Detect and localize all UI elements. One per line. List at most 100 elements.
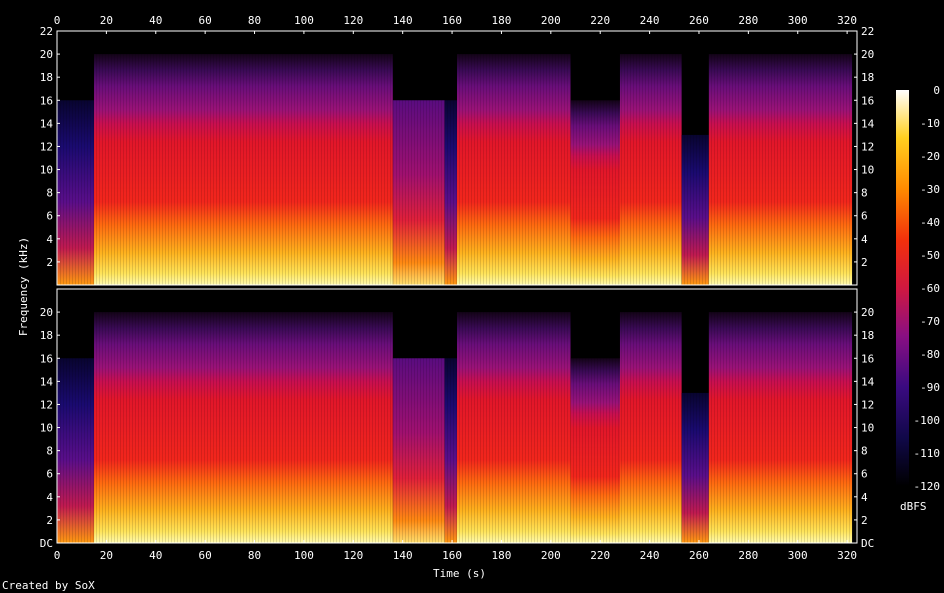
segment-texture xyxy=(619,312,682,543)
y-tick-label-right: 12 xyxy=(861,140,874,153)
colorbar-gradient xyxy=(896,90,909,486)
y-tick-label: 2 xyxy=(46,256,53,269)
colorbar-tick-label: -40 xyxy=(920,216,940,229)
x-tick-label: 200 xyxy=(541,549,561,562)
y-tick-label-right: 4 xyxy=(861,233,868,246)
y-tick-label-right: 6 xyxy=(861,210,868,223)
segment-texture xyxy=(444,100,457,285)
segment-texture xyxy=(681,134,709,285)
y-tick-label-right: 16 xyxy=(861,94,874,107)
y-tick-label-right: 14 xyxy=(861,375,875,388)
y-tick-label-right: 14 xyxy=(861,117,875,130)
y-tick-label: 18 xyxy=(40,329,53,342)
x-tick-label: 20 xyxy=(100,549,113,562)
x-tick-label-top: 140 xyxy=(393,14,413,27)
x-tick-label: 220 xyxy=(590,549,610,562)
segment-texture xyxy=(219,312,393,543)
x-tick-label: 140 xyxy=(393,549,413,562)
y-tick-label: 14 xyxy=(40,375,54,388)
colorbar-tick-label: -60 xyxy=(920,282,940,295)
y-tick-label: 4 xyxy=(46,491,53,504)
y-tick-label: 8 xyxy=(46,187,53,200)
x-tick-label: 180 xyxy=(492,549,512,562)
segment-texture xyxy=(570,358,620,543)
segment-texture xyxy=(392,358,445,543)
segment-texture xyxy=(94,312,220,543)
y-tick-label: 20 xyxy=(40,306,53,319)
x-tick-label-top: 280 xyxy=(738,14,758,27)
colorbar-tick-label: -80 xyxy=(920,348,940,361)
x-tick-label-top: 80 xyxy=(248,14,261,27)
colorbar-tick-label: -100 xyxy=(914,414,941,427)
y-tick-label-right: 18 xyxy=(861,329,874,342)
segment-texture xyxy=(619,54,682,285)
segment-texture xyxy=(94,54,220,285)
y-tick-label-right: 2 xyxy=(861,256,868,269)
x-tick-label: 60 xyxy=(199,549,212,562)
segment-texture xyxy=(57,100,95,285)
y-tick-label-right: 20 xyxy=(861,48,874,61)
x-tick-label: 80 xyxy=(248,549,261,562)
colorbar-tick-label: -30 xyxy=(920,183,940,196)
x-tick-label-top: 320 xyxy=(837,14,857,27)
y-tick-label-right: 22 xyxy=(861,25,874,38)
y-tick-label: 16 xyxy=(40,94,53,107)
y-tick-label: 18 xyxy=(40,71,53,84)
x-tick-label: 100 xyxy=(294,549,314,562)
y-tick-label: 6 xyxy=(46,210,53,223)
x-tick-label: 260 xyxy=(689,549,709,562)
y-tick-label-right: 10 xyxy=(861,164,874,177)
y-tick-label: 6 xyxy=(46,468,53,481)
credit-text: Created by SoX xyxy=(2,579,95,592)
segment-texture xyxy=(457,312,571,543)
x-tick-label-top: 200 xyxy=(541,14,561,27)
segment-texture xyxy=(392,100,445,285)
colorbar-tick-label: 0 xyxy=(933,84,940,97)
x-tick-label-top: 20 xyxy=(100,14,113,27)
y-tick-label: 12 xyxy=(40,140,53,153)
x-tick-label-top: 40 xyxy=(149,14,162,27)
x-tick-label-top: 60 xyxy=(199,14,212,27)
x-tick-label: 0 xyxy=(54,549,61,562)
segment-texture xyxy=(219,54,393,285)
plot-frame xyxy=(56,288,858,544)
x-tick-label-top: 120 xyxy=(343,14,363,27)
y-tick-label: 20 xyxy=(40,48,53,61)
colorbar xyxy=(896,90,909,486)
y-tick-label: 14 xyxy=(40,117,54,130)
x-tick-label: 280 xyxy=(738,549,758,562)
y-tick-label-right: 18 xyxy=(861,71,874,84)
y-tick-label-right: 16 xyxy=(861,352,874,365)
x-tick-label-top: 260 xyxy=(689,14,709,27)
y-tick-label-right: 4 xyxy=(861,491,868,504)
y-tick-label-right: 20 xyxy=(861,306,874,319)
segment-texture xyxy=(457,54,571,285)
colorbar-tick-label: -110 xyxy=(914,447,941,460)
y-tick-label-right: 2 xyxy=(861,514,868,527)
segment-texture xyxy=(570,100,620,285)
y-tick-label: 8 xyxy=(46,445,53,458)
y-tick-label: 16 xyxy=(40,352,53,365)
x-tick-label-top: 0 xyxy=(54,14,61,27)
channel-1-spectrogram xyxy=(57,31,857,285)
x-tick-label-top: 220 xyxy=(590,14,610,27)
colorbar-tick-label: -120 xyxy=(914,480,941,493)
x-tick-label-top: 300 xyxy=(788,14,808,27)
colorbar-tick-label: -70 xyxy=(920,315,940,328)
colorbar-tick-label: -20 xyxy=(920,150,940,163)
y-tick-label: DC xyxy=(40,537,53,550)
y-tick-label: 22 xyxy=(40,25,53,38)
x-tick-label: 160 xyxy=(442,549,462,562)
x-tick-label-top: 180 xyxy=(492,14,512,27)
x-tick-label-top: 100 xyxy=(294,14,314,27)
segment-texture xyxy=(708,312,853,543)
y-tick-label-right: 8 xyxy=(861,187,868,200)
colorbar-tick-label: -90 xyxy=(920,381,940,394)
y-tick-label: 10 xyxy=(40,422,53,435)
y-tick-label-right: 8 xyxy=(861,445,868,458)
y-tick-label-right: 10 xyxy=(861,422,874,435)
y-tick-label: 12 xyxy=(40,398,53,411)
segment-texture xyxy=(681,392,709,543)
y-tick-label: 2 xyxy=(46,514,53,527)
